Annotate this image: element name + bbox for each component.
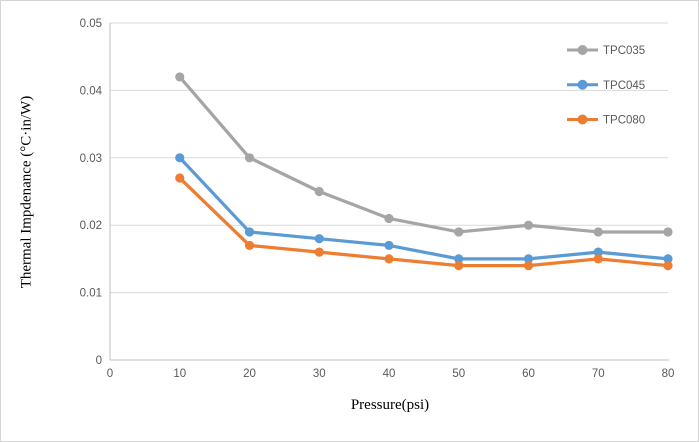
legend-item-TPC080: TPC080 (567, 114, 645, 127)
series-line (178, 75, 670, 234)
data-point-marker (523, 220, 534, 230)
data-point-marker (314, 247, 324, 257)
data-point-marker (384, 254, 394, 264)
x-tick-label: 70 (592, 368, 605, 380)
x-tick-label: 40 (383, 368, 396, 380)
data-point-marker (175, 153, 185, 163)
data-point-marker (454, 261, 464, 271)
y-tick-labels: 0 0.01 0.02 0.03 0.04 0.05 (80, 18, 103, 367)
legend-marker-icon (577, 114, 588, 125)
data-point-marker (593, 254, 603, 264)
data-point-marker (593, 247, 603, 257)
data-point-marker (384, 240, 394, 251)
y-tick-label: 0 (96, 355, 102, 367)
legend-item-TPC045: TPC045 (567, 79, 645, 92)
y-tick-label: 0.01 (80, 288, 102, 300)
data-point-marker (175, 72, 185, 82)
x-tick-label: 80 (662, 368, 675, 380)
legend-label: TPC080 (603, 115, 645, 127)
x-tick-label: 0 (107, 368, 113, 380)
y-tick-label: 0.05 (80, 18, 102, 30)
y-axis-title: Thermal Impdenance (°C·in/W) (18, 95, 35, 289)
y-tick-label: 0.03 (80, 153, 102, 165)
legend-item-TPC035: TPC035 (567, 45, 645, 57)
x-tick-label: 50 (452, 368, 465, 380)
legend-marker-icon (577, 79, 588, 90)
x-axis-title: Pressure(psi) (350, 397, 430, 413)
series-TPC080 (175, 173, 673, 271)
y-tick-label: 0.02 (80, 220, 102, 232)
series-TPC035 (175, 72, 673, 237)
data-point-marker (384, 213, 394, 224)
series-line (178, 176, 670, 268)
y-tick-label: 0.04 (80, 85, 103, 97)
data-point-marker (314, 186, 324, 197)
data-point-marker (454, 254, 464, 264)
gridlines (110, 22, 668, 294)
data-point-marker (663, 254, 673, 264)
legend-marker-icon (577, 45, 588, 55)
data-point-marker (244, 240, 255, 251)
legend-label: TPC045 (603, 80, 645, 92)
data-point-marker (663, 261, 673, 271)
data-point-marker (244, 227, 255, 237)
x-tick-label: 30 (313, 368, 326, 380)
data-point-marker (454, 227, 464, 237)
x-tick-label: 20 (243, 368, 256, 380)
x-tick-label: 60 (522, 368, 535, 380)
legend: TPC035 TPC045 TPC080 (567, 45, 645, 127)
series-line (178, 156, 670, 261)
series-TPC045 (175, 153, 673, 264)
data-point-marker (593, 227, 603, 237)
x-tick-label: 10 (173, 368, 186, 380)
data-point-marker (244, 153, 255, 163)
x-tick-labels: 0 10 20 30 40 50 60 70 80 (107, 368, 675, 380)
data-point-marker (523, 254, 534, 264)
data-point-marker (663, 227, 673, 237)
data-point-marker (175, 173, 185, 183)
data-point-marker (314, 234, 324, 244)
data-point-marker (523, 261, 534, 271)
legend-label: TPC035 (603, 45, 645, 57)
